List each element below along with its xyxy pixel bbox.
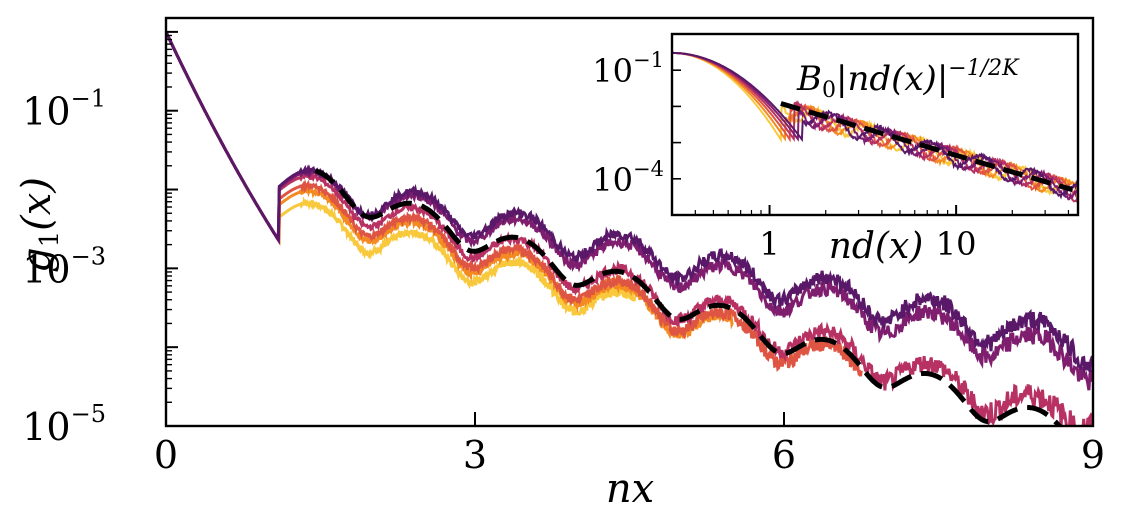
inset-y-tick-label: 10−4 [592,157,664,199]
inset-annotation-sub: 0 [822,78,836,103]
y-tick-base: 10 [22,247,70,291]
y-axis-label-tail: (x) [14,177,60,231]
inset-plot-frame [670,32,1080,217]
inset-annotation-prefix: B [796,59,822,99]
series-line-c6 [166,31,637,316]
inset-series-line-c1 [672,51,1078,200]
inset-x-tick-label: 10 [936,225,977,263]
x-tick-label: 9 [1081,433,1105,477]
inset-y-tick-base: 10 [592,52,633,90]
y-axis-label-sub: 1 [35,231,65,248]
y-tick-base: 10 [22,405,70,449]
x-tick-label: 3 [463,433,487,477]
inset-series-line-c4 [672,51,1078,200]
main-plot-frame [164,16,1095,428]
fit-line [314,168,1063,426]
main-plot: 0 3 6 910−110−310−5 [22,16,1105,477]
inset-y-tick-exponent: −1 [633,48,664,72]
y-tick-base: 10 [22,90,70,134]
inset-annotation-body: |nd(x)| [836,59,948,99]
x-axis-label: nx [606,466,654,508]
inset-y-tick-label: 10−1 [592,48,664,90]
inset-fit-line [780,101,1074,193]
y-tick-label: 10−3 [22,242,106,291]
main-series-group [166,31,1093,426]
x-tick-label: 0 [154,433,178,477]
y-tick-exponent: −1 [71,85,106,113]
y-tick-label: 10−5 [22,400,106,449]
y-tick-exponent: −5 [71,400,106,428]
y-tick-label: 10−1 [22,85,106,134]
series-line-c3 [166,31,1093,426]
inset-y-tick-exponent: −4 [633,157,664,181]
inset-y-tick-base: 10 [592,161,633,199]
x-tick-label: 6 [772,433,796,477]
y-axis-label: g1(x) [14,177,65,273]
y-tick-exponent: −3 [71,242,106,270]
inset-annotation-exponent: −1/2K [948,56,1020,81]
inset-x-tick-label: 1 [759,225,779,263]
inset-x-axis-label: nd(x) [829,226,924,267]
y-axis-label-base: g [14,247,60,273]
inset-annotation: B0|nd(x)|−1/2K [796,56,1020,103]
inset-series-group [672,51,1078,203]
